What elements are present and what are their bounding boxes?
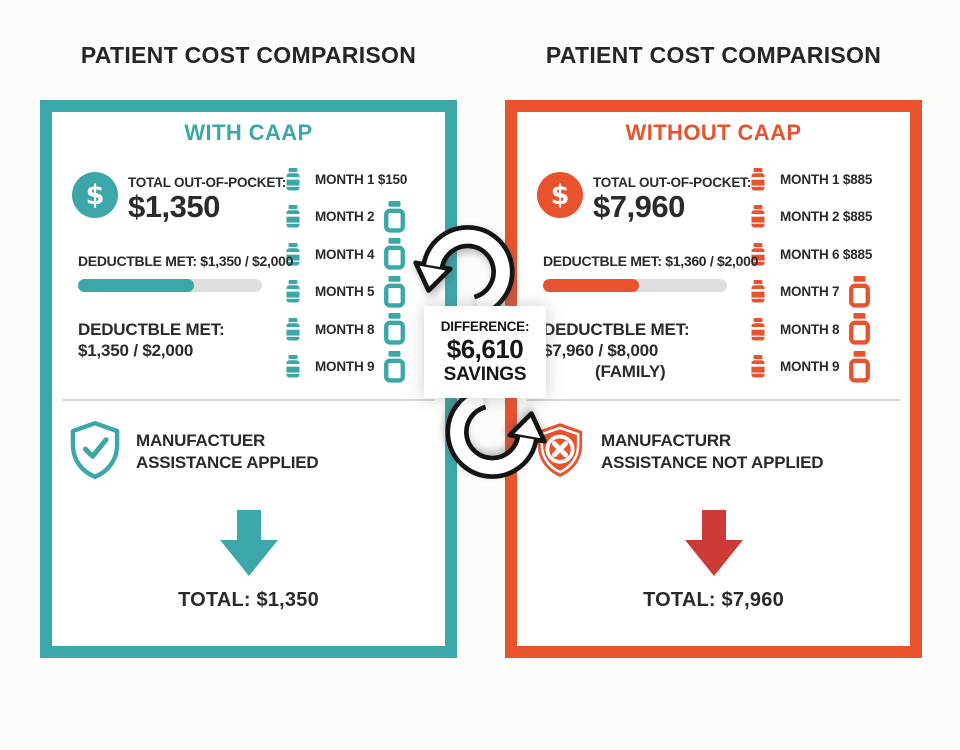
month-label: MONTH 2 <box>315 209 375 224</box>
pill-bottle-icon <box>384 313 406 345</box>
dollar-symbol: $ <box>85 179 105 211</box>
without-caap-panel: WITHOUT CAAP $ TOTAL OUT-OF-POCKET: $7,9… <box>505 100 922 658</box>
month-list: MONTH 1 $150 MONTH 2 MONTH 4 MONTH 5 MON… <box>284 164 415 389</box>
total-out-of-pocket-label: TOTAL OUT-OF-POCKET: <box>128 175 286 190</box>
pill-bottle-icon <box>286 242 300 265</box>
month-row: MONTH 7 <box>749 275 880 308</box>
deductible-bar-label: DEDUCTBLE MET: $1,350 / $2,000 <box>78 253 294 269</box>
total-out-of-pocket-value: $1,350 <box>128 189 220 224</box>
pill-bottle-icon <box>286 167 300 190</box>
panel-total: TOTAL: $1,350 <box>178 589 319 611</box>
total-out-of-pocket-value: $7,960 <box>593 189 685 224</box>
month-label: MONTH 7 <box>780 284 840 299</box>
deductible-bar-label: DEDUCTBLE MET: $1,360 / $2,000 <box>543 253 759 269</box>
shield-x-icon <box>537 423 583 477</box>
pill-bottle-icon <box>286 317 300 340</box>
cycle-arrow-up-icon <box>413 225 515 318</box>
without-caap-header: WITHOUT CAAP <box>625 120 802 145</box>
assistance-line1: MANUFACTUER <box>136 431 266 450</box>
pill-bottle-icon <box>751 242 765 265</box>
pill-bottle-icon <box>751 167 765 190</box>
month-row: MONTH 1 $885 <box>749 164 880 194</box>
difference-sublabel: SAVINGS <box>443 363 527 385</box>
month-row: MONTH 2 $885 <box>749 202 880 232</box>
pill-bottle-icon <box>849 313 871 345</box>
down-arrow-icon <box>684 510 743 576</box>
deductible-progress-fill <box>78 279 194 292</box>
shield-check-icon <box>70 420 120 480</box>
assistance-text: MANUFACTURR ASSISTANCE NOT APPLIED <box>601 430 823 474</box>
month-label: MONTH 8 <box>780 321 840 337</box>
total-out-of-pocket-label: TOTAL OUT-OF-POCKET: <box>593 175 751 190</box>
difference-callout: DIFFERENCE: $6,610 SAVINGS <box>424 306 546 398</box>
month-row: MONTH 9 <box>749 350 880 383</box>
month-label: MONTH 8 <box>315 321 375 337</box>
dollar-symbol: $ <box>550 179 570 211</box>
month-row: MONTH 5 <box>284 275 415 308</box>
pill-bottle-icon <box>384 275 406 308</box>
pill-bottle-icon <box>384 200 406 233</box>
month-list: MONTH 1 $885 MONTH 2 $885 MONTH 6 $885 M… <box>749 164 880 389</box>
with-caap-header: WITH CAAP <box>184 120 313 145</box>
month-label: MONTH 4 <box>315 246 375 262</box>
section-divider <box>62 399 435 401</box>
difference-label: DIFFERENCE: <box>440 318 530 334</box>
page-title-left: PATIENT COST COMPARISON <box>80 42 417 68</box>
month-row: MONTH 4 <box>284 238 415 270</box>
month-row: MONTH 9 <box>284 350 415 383</box>
month-row: MONTH 8 <box>749 313 880 345</box>
pill-bottle-icon <box>751 280 765 303</box>
pill-bottle-icon <box>849 350 871 383</box>
pill-bottle-icon <box>751 317 765 340</box>
pill-bottle-icon <box>384 238 406 270</box>
pill-bottle-icon <box>751 205 765 228</box>
month-label: MONTH 1 $150 <box>315 171 408 187</box>
month-label: MONTH 1 $885 <box>780 171 873 187</box>
month-label: MONTH 5 <box>315 284 375 299</box>
month-row: MONTH 6 $885 <box>749 239 880 269</box>
deductible-met-block: DEDUCTBLE MET: $1,350 / $2,000 <box>78 319 225 361</box>
month-row: MONTH 2 <box>284 200 415 233</box>
month-label: MONTH 6 $885 <box>780 246 873 262</box>
deductible-met-label: DEDUCTBLE MET: <box>78 320 225 339</box>
deductible-met-note: (FAMILY) <box>595 362 666 381</box>
pill-bottle-icon <box>286 355 300 378</box>
month-label: MONTH 9 <box>780 359 840 374</box>
month-label: MONTH 9 <box>315 359 375 374</box>
dollar-circle-icon: $ <box>72 172 118 218</box>
dollar-circle-icon: $ <box>537 172 583 218</box>
deductible-met-block: DEDUCTBLE MET: $7,960 / $8,000 (FAMILY) <box>543 319 690 382</box>
page-title-right: PATIENT COST COMPARISON <box>545 42 882 68</box>
pill-bottle-icon <box>849 275 871 308</box>
panel-total: TOTAL: $7,960 <box>643 589 784 611</box>
assistance-line2: ASSISTANCE NOT APPLIED <box>601 453 824 472</box>
month-row: MONTH 1 $150 <box>284 164 415 194</box>
deductible-progress-bar <box>78 279 262 292</box>
deductible-met-value: $1,350 / $2,000 <box>78 341 194 360</box>
assistance-line1: MANUFACTURR <box>601 431 732 450</box>
down-arrow-icon <box>219 510 278 576</box>
assistance-line2: ASSISTANCE APPLIED <box>136 453 319 472</box>
deductible-met-label: DEDUCTBLE MET: <box>543 320 690 339</box>
pill-bottle-icon <box>384 350 406 383</box>
pill-bottle-icon <box>286 205 300 228</box>
deductible-progress-bar <box>543 279 727 292</box>
with-caap-panel: WITH CAAP $ TOTAL OUT-OF-POCKET: $1,350 … <box>40 100 457 658</box>
difference-value: $6,610 <box>446 333 524 364</box>
assistance-text: MANUFACTUER ASSISTANCE APPLIED <box>136 430 319 474</box>
month-label: MONTH 2 $885 <box>780 209 873 224</box>
pill-bottle-icon <box>286 280 300 303</box>
deductible-met-value: $7,960 / $8,000 <box>543 341 659 360</box>
month-row: MONTH 8 <box>284 313 415 345</box>
section-divider <box>527 399 900 401</box>
deductible-progress-fill <box>543 279 639 292</box>
cycle-arrow-down-icon <box>445 386 547 479</box>
pill-bottle-icon <box>751 355 765 378</box>
